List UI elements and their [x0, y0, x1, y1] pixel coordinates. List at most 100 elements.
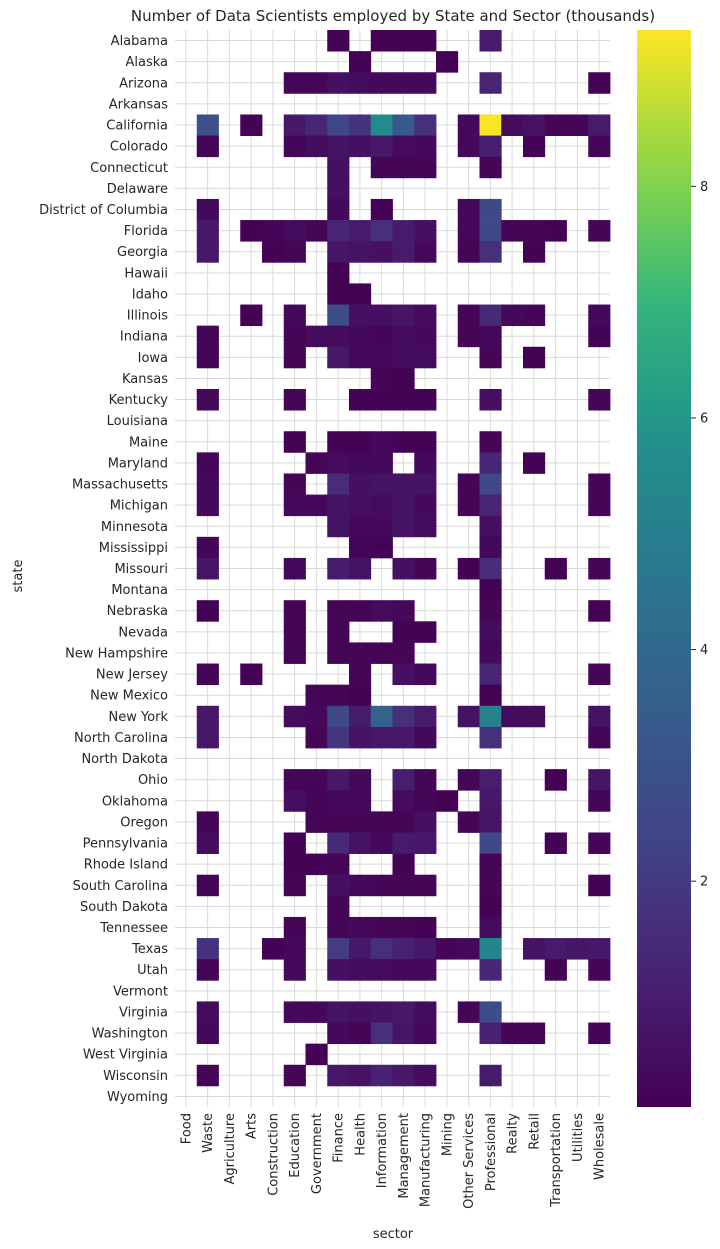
heatmap-cell [392, 114, 415, 136]
heatmap-cell [414, 874, 437, 897]
heatmap-cell [544, 114, 567, 136]
heatmap-cell [392, 431, 415, 453]
heatmap-cell [588, 959, 611, 981]
colorbar-tick-label: 2 [700, 875, 708, 890]
heatmap-cell [457, 198, 480, 221]
heatmap-cell [283, 494, 306, 517]
heatmap-cell [327, 790, 350, 812]
heatmap-cell [501, 304, 524, 327]
heatmap-cell [327, 431, 350, 453]
heatmap-cell [479, 832, 502, 854]
heatmap-cell [240, 663, 263, 686]
heatmap-cell [370, 959, 393, 981]
heatmap-cell [283, 916, 306, 939]
heatmap-cell [501, 705, 524, 728]
y-tick-label: Utah [137, 963, 168, 978]
y-tick-label: New York [108, 710, 168, 725]
heatmap-cell [327, 916, 350, 939]
heatmap-cell [283, 642, 306, 664]
heatmap-cell [349, 241, 372, 263]
heatmap-cell [283, 705, 306, 728]
heatmap-cell [414, 346, 437, 369]
heatmap-cell [370, 515, 393, 538]
heatmap-cell [479, 895, 502, 918]
heatmap-cell [196, 874, 219, 897]
heatmap-cell [196, 452, 219, 474]
heatmap-cell [327, 1001, 350, 1023]
heatmap-cell [283, 431, 306, 453]
heatmap-cell [392, 241, 415, 263]
heatmap-cell [349, 600, 372, 622]
heatmap-cell [370, 473, 393, 495]
heatmap-cell [370, 811, 393, 833]
heatmap-cell [305, 705, 328, 728]
heatmap-cell [414, 241, 437, 263]
y-tick-label: Kentucky [109, 393, 169, 408]
heatmap-cell [196, 726, 219, 749]
heatmap-cell [588, 557, 611, 580]
heatmap-cell [544, 959, 567, 981]
heatmap-cell [283, 790, 306, 812]
y-tick-label: Pennsylvania [83, 837, 168, 852]
heatmap-cell [414, 220, 437, 242]
heatmap-cell [349, 1001, 372, 1023]
heatmap-cell [392, 916, 415, 939]
y-tick-label: Montana [111, 583, 168, 598]
heatmap-cell [588, 220, 611, 242]
heatmap-cell [327, 346, 350, 369]
heatmap-cell [479, 874, 502, 897]
heatmap-cell [327, 642, 350, 664]
y-tick-label: Massachusetts [72, 478, 168, 493]
x-axis: Food Waste Agriculture Arts Construction Educ… [179, 1113, 607, 1209]
heatmap-cell [305, 220, 328, 242]
heatmap-cell [392, 769, 415, 791]
y-axis-label: state [11, 560, 26, 593]
x-tick-label: Transportation [549, 1113, 564, 1208]
heatmap-cell [262, 938, 285, 960]
y-tick-label: Texas [131, 942, 168, 957]
heatmap-cell [479, 156, 502, 179]
y-tick-label: North Dakota [81, 752, 168, 767]
heatmap-cell [392, 663, 415, 686]
heatmap-cell [457, 769, 480, 791]
heatmap-cell [457, 325, 480, 348]
y-tick-label: Rhode Island [84, 858, 168, 873]
heatmap-cell [544, 769, 567, 791]
heatmap-cell [414, 30, 437, 52]
heatmap-cell [544, 832, 567, 854]
heatmap-cell [305, 135, 328, 158]
heatmap-cell [305, 726, 328, 749]
y-tick-label: Florida [124, 224, 168, 239]
heatmap-cell [370, 832, 393, 854]
heatmap-cell [370, 30, 393, 52]
heatmap-cell [196, 473, 219, 495]
heatmap-cell [392, 346, 415, 369]
heatmap-cell [196, 135, 219, 158]
y-tick-label: West Virginia [83, 1048, 168, 1063]
y-tick-label: Colorado [110, 140, 168, 155]
heatmap-cell [196, 600, 219, 622]
x-tick-label: Construction [266, 1113, 281, 1196]
heatmap-cell [414, 790, 437, 812]
heatmap-cell [283, 938, 306, 960]
heatmap-cell [196, 832, 219, 854]
heatmap-cell [392, 156, 415, 179]
y-tick-label: Nevada [118, 625, 168, 640]
heatmap-cell [479, 959, 502, 981]
heatmap-cell [392, 705, 415, 728]
heatmap-cell [479, 1001, 502, 1023]
heatmap-cell [566, 114, 589, 136]
colorbar-tick-label: 4 [700, 643, 708, 658]
heatmap-cell [196, 811, 219, 833]
heatmap-cell [414, 494, 437, 517]
heatmap-cell [436, 790, 459, 812]
heatmap-cell [414, 135, 437, 158]
y-tick-label: Hawaii [124, 266, 168, 281]
heatmap-cell [327, 705, 350, 728]
heatmap-cell [479, 769, 502, 791]
heatmap-cell [392, 938, 415, 960]
heatmap-cell [327, 557, 350, 580]
heatmap-cell [588, 938, 611, 960]
heatmap-cell [479, 557, 502, 580]
heatmap-cell [392, 853, 415, 876]
